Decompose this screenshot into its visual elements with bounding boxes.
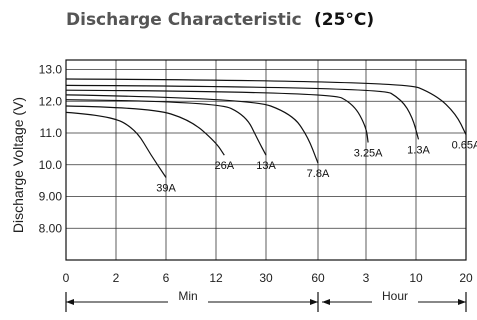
chart-subtitle: (25°C) xyxy=(314,10,374,30)
y-tick-label: 13.0 xyxy=(39,63,63,77)
x-tick-label: 60 xyxy=(311,271,325,285)
discharge-curve-0 xyxy=(65,111,167,178)
curve-label-0: 39A xyxy=(156,182,176,194)
y-tick-labels: 13.0 12.0 11.0 10.0 9.00 8.00 xyxy=(39,63,63,236)
discharge-curve-2 xyxy=(65,99,267,156)
hour-segment-label: Hour xyxy=(382,289,408,303)
min-segment-label: Min xyxy=(178,289,197,303)
curve-label-2: 13A xyxy=(256,160,276,172)
curve-label-1: 26A xyxy=(215,160,235,172)
x-tick-label: 0 xyxy=(63,271,70,285)
x-tick-labels: 0 2 6 12 30 60 3 10 20 xyxy=(63,271,473,285)
discharge-curve-1 xyxy=(65,105,225,156)
x-tick-label: 10 xyxy=(409,271,423,285)
discharge-curve-6 xyxy=(65,78,467,135)
y-tick-label: 9.00 xyxy=(39,190,63,204)
chart-title: Discharge Characteristic xyxy=(66,10,302,30)
x-tick-label: 3 xyxy=(363,271,370,285)
discharge-curves xyxy=(65,78,467,178)
curve-label-3: 7.8A xyxy=(307,168,330,180)
y-tick-label: 12.0 xyxy=(39,94,63,108)
x-tick-label: 20 xyxy=(459,271,473,285)
x-tick-label: 12 xyxy=(209,271,223,285)
y-axis-label: Discharge Voltage (V) xyxy=(10,97,26,233)
min-range-bracket: Min xyxy=(65,289,319,312)
y-tick-label: 8.00 xyxy=(39,221,63,235)
curve-label-4: 3.25A xyxy=(354,148,383,160)
discharge-curve-4 xyxy=(65,89,369,143)
plot-frame xyxy=(65,59,467,261)
curve-labels: 39A 26A 13A 7.8A 3.25A 1.3A 0.65A xyxy=(156,140,477,195)
discharge-curve-3 xyxy=(65,94,319,164)
curve-label-5: 1.3A xyxy=(407,144,430,156)
x-tick-label: 30 xyxy=(259,271,273,285)
x-tick-label: 6 xyxy=(163,271,170,285)
discharge-curve-5 xyxy=(65,84,420,140)
curve-label-6: 0.65A xyxy=(452,140,477,152)
y-tick-label: 10.0 xyxy=(39,158,63,172)
y-tick-label: 11.0 xyxy=(40,126,63,140)
x-tick-label: 2 xyxy=(113,271,120,285)
hour-range-bracket: Hour xyxy=(322,289,467,312)
